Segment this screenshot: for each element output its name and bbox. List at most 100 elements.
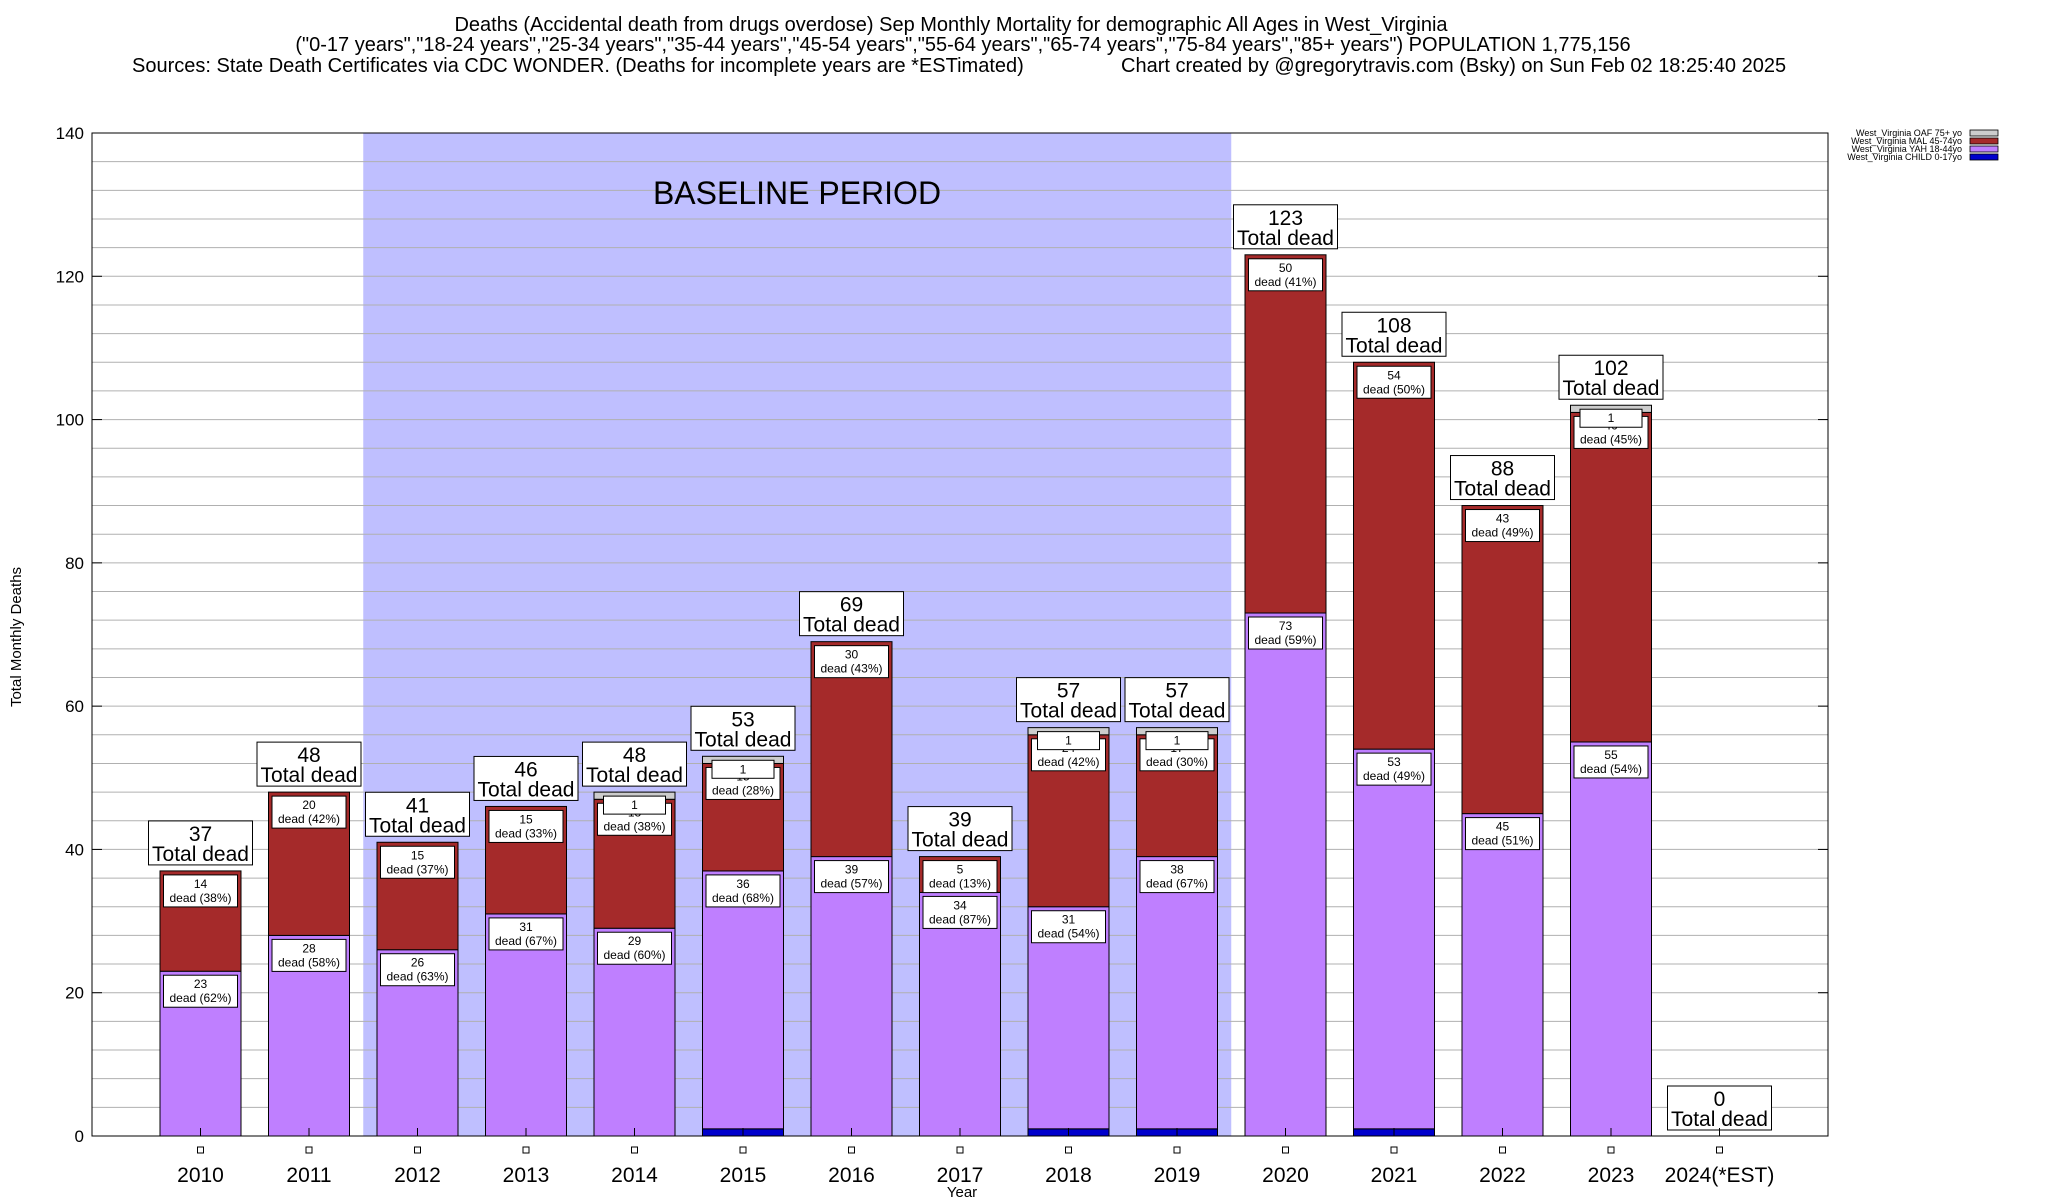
segment-label-yah: dead (59%) [1254,633,1316,647]
segment-label-mal: dead (42%) [1037,755,1099,769]
x-tick-marker [1173,1146,1181,1154]
total-label-box [148,820,253,866]
total-dead-label: Total dead [1237,227,1334,250]
segment-label-box [1031,910,1106,944]
bar-segment-yah [1027,906,1110,1130]
total-dead-label: Total dead [1346,334,1443,357]
bar-segment-mal [1353,361,1435,750]
legend-entry-label: West_Virginia CHILD 0-17yo [1847,152,1962,162]
total-label-box [1233,204,1338,250]
x-tick-label: 2019 [1154,1164,1201,1187]
segment-label-yah: dead (62%) [169,991,231,1005]
bar-segment-yah [702,870,784,1130]
segment-label-oaf: 1 [1174,734,1181,748]
segment-label-yah: 73 [1279,619,1293,633]
segment-label-oaf: 1 [631,798,638,812]
x-tick-marker [956,1146,964,1154]
x-tick-marker [414,1146,421,1154]
total-value-label: 88 [1491,458,1514,481]
segment-label-yah: dead (67%) [1146,877,1208,891]
x-tick-marker [848,1146,855,1154]
x-tick-label: 2023 [1588,1164,1635,1187]
total-dead-label: Total dead [1454,478,1551,501]
total-dead-label: Total dead [369,814,466,837]
segment-label-box [380,845,455,879]
x-tick-label: 2010 [177,1164,224,1187]
y-tick-label: 100 [56,411,84,430]
chart-title-credit: Chart created by @gregorytravis.com (Bsk… [1121,55,1786,77]
total-label-box [907,806,1013,852]
segment-label-box [1139,860,1215,894]
baseline-period-label: BASELINE PERIOD [653,175,941,211]
chart-title-line1: Deaths (Accidental death from drugs over… [454,14,1448,36]
total-value-label: 123 [1268,207,1303,230]
segment-label-mal: dead (33%) [495,826,557,840]
segment-label-yah: dead (63%) [386,970,448,984]
total-value-label: 102 [1593,357,1628,380]
total-value-label: 0 [1714,1088,1726,1111]
segment-label-box [597,931,672,965]
segment-label-yah: 31 [519,920,533,934]
segment-label-yah: dead (51%) [1471,834,1533,848]
segment-label-yah: 53 [1387,755,1401,769]
segment-label-box [1356,365,1432,399]
x-tick-label: 2020 [1262,1164,1309,1187]
segment-label-mal: dead (38%) [603,819,665,833]
segment-label-yah: 31 [1062,913,1076,927]
segment-label-yah: 26 [411,956,425,970]
segment-label-yah: dead (68%) [712,891,774,905]
total-dead-label: Total dead [478,778,575,801]
legend-entry-label: West_Virginia MAL 45-74yo [1851,136,1962,146]
bar-segment-yah [810,856,893,1137]
total-label-box [1124,677,1230,723]
legend-swatch [1969,137,1999,145]
segment-label-mal: 5 [957,863,964,877]
x-tick-label: 2022 [1479,1164,1526,1187]
x-tick-label: 2017 [937,1164,984,1187]
segment-label-yah: 23 [194,977,208,991]
total-label-box [1667,1085,1772,1131]
segment-label-box [1037,731,1100,751]
segment-label-yah: 36 [736,877,750,891]
total-dead-label: Total dead [261,764,358,787]
x-tick-marker [305,1146,313,1154]
segment-label-yah: dead (67%) [495,934,557,948]
total-label-box [256,741,362,787]
segment-label-yah: dead (87%) [929,912,991,926]
segment-label-box [271,938,347,972]
x-tick-label: 2011 [286,1164,331,1187]
bar-segment-yah [1244,612,1327,1137]
legend-entry-label: West_Virginia YAH 18-44yo [1852,144,1962,154]
total-dead-label: Total dead [912,829,1009,852]
segment-label-oaf: 1 [740,762,747,776]
total-value-label: 48 [623,744,646,767]
x-tick-marker [631,1146,638,1154]
total-label-box [582,741,687,787]
segment-label-mal: dead (38%) [169,891,231,905]
total-value-label: 39 [948,809,971,832]
y-tick-label: 80 [65,554,84,573]
segment-label-mal: dead (41%) [1254,275,1316,289]
bar-segment-mal [1244,254,1327,614]
segment-label-mal: dead (37%) [386,862,448,876]
x-tick-marker [1716,1146,1723,1154]
total-dead-label: Total dead [1129,700,1226,723]
bar-segment-yah [919,891,1001,1137]
segment-label-yah: dead (54%) [1037,927,1099,941]
segment-label-yah: 29 [628,934,642,948]
segment-label-mal: 20 [302,798,316,812]
total-value-label: 69 [840,594,863,617]
total-dead-label: Total dead [586,764,683,787]
segment-label-box [1573,745,1649,779]
segment-label-yah: 38 [1170,863,1184,877]
total-value-label: 37 [189,823,212,846]
x-tick-label: 2024(*EST) [1665,1164,1775,1187]
x-tick-label: 2014 [611,1164,658,1187]
bar-segment-mal [1461,505,1544,815]
x-tick-label: 2018 [1045,1164,1092,1187]
segment-label-box [711,759,775,779]
legend-swatch [1969,153,1999,161]
